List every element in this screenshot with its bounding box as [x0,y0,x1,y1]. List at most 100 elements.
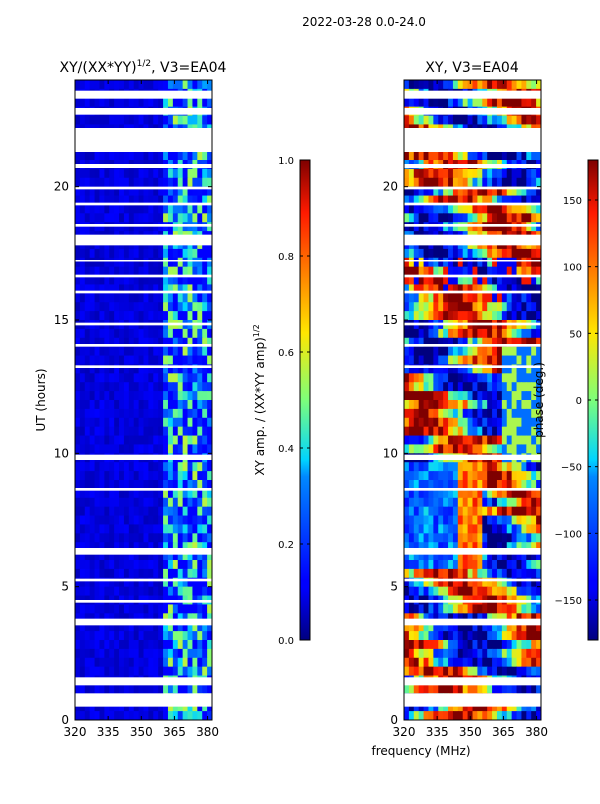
heatmap-cell [506,382,513,392]
heatmap-cell [467,328,474,339]
heatmap-cell [428,613,434,623]
heatmap-cell [526,648,532,659]
heatmap-cell [99,204,105,214]
heatmap-cell [207,408,212,419]
heatmap-cell [123,204,130,214]
heatmap-cell [526,622,532,632]
heatmap-cell [492,417,498,428]
heatmap-cell [119,524,125,534]
heatmap-cell [133,222,140,232]
heatmap-cell [123,346,130,357]
heatmap-cell [114,391,120,401]
heatmap-cell [413,524,420,534]
heatmap-cell [167,257,174,268]
heatmap-cell [177,373,184,383]
heatmap-cell [496,631,503,641]
heatmap-cell [182,462,189,472]
heatmap-cell [482,177,488,188]
heatmap-cell [521,640,527,650]
heatmap-cell [516,586,523,597]
heatmap-cell [75,426,81,437]
heatmap-cell [413,275,420,286]
heatmap-cell [177,426,184,437]
heatmap-cell [114,444,120,454]
heatmap-cell [202,337,208,348]
heatmap-cell [197,604,203,614]
heatmap-cell [192,195,198,206]
heatmap-cell [487,177,493,188]
heatmap-cell [462,417,469,428]
heatmap-cell [457,417,464,428]
heatmap-cell [482,222,488,232]
heatmap-cell [158,577,164,588]
heatmap-cell [133,613,140,623]
heatmap-cell [521,568,527,579]
heatmap-cell [148,613,154,623]
heatmap-cell [428,177,434,188]
heatmap-cell [143,266,149,277]
heatmap-cell [428,275,434,286]
heatmap-cell [109,551,115,561]
heatmap-cell [467,586,474,597]
heatmap-cell [182,648,189,659]
heatmap-cell [123,471,130,481]
heatmap-cell [482,648,488,659]
heatmap-cell [177,168,184,179]
heatmap-cell [423,640,430,650]
heatmap-cell [192,551,198,561]
heatmap-cell [89,275,96,286]
colorbar-tick-label: 0.6 [278,348,294,359]
heatmap-cell [123,604,130,614]
heatmap-cell [207,213,212,223]
heatmap-cell [492,186,498,197]
heatmap-cell [133,640,140,650]
heatmap-cell [172,382,179,392]
heatmap-cell [197,186,203,197]
heatmap-cell [531,177,537,188]
heatmap-cell [143,382,149,392]
heatmap-cell [128,80,135,90]
heatmap-cell [192,382,198,392]
heatmap-cell [492,355,498,366]
heatmap-cell [418,302,425,312]
heatmap-cell [138,417,145,428]
heatmap-cell [119,151,125,161]
heatmap-cell [153,195,159,206]
heatmap-cell [123,364,130,374]
heatmap-cell [433,613,439,623]
heatmap-cell [428,622,434,632]
heatmap-cell [128,568,135,579]
heatmap-cell [457,382,464,392]
heatmap-cell [75,577,81,588]
heatmap-cell [187,391,194,401]
heatmap-cell [187,248,194,259]
flagged-band [404,108,541,115]
heatmap-cell [99,480,105,490]
heatmap-cell [158,328,164,339]
heatmap-cell [467,177,474,188]
heatmap-cell [423,328,430,339]
heatmap-cell [462,373,469,383]
heatmap-cell [496,115,503,126]
heatmap-cell [202,497,208,508]
heatmap-cell [172,248,179,259]
heatmap-cell [99,622,105,632]
heatmap-cell [202,604,208,614]
heatmap-cell [79,177,86,188]
heatmap-cell [182,622,189,632]
heatmap-cell [472,248,478,259]
heatmap-cell [467,640,474,650]
heatmap-cell [138,293,145,303]
heatmap-cell [89,311,96,321]
heatmap-cell [114,168,120,179]
y-tick-label: 10 [383,446,398,460]
heatmap-cell [452,364,459,374]
heatmap-cell [423,648,430,659]
heatmap-cell [467,551,474,561]
heatmap-cell [119,702,125,712]
heatmap-cell [506,284,513,294]
heatmap-cell [123,524,130,534]
heatmap-cell [109,275,115,286]
heatmap-cell [207,622,212,632]
heatmap-cell [99,560,105,570]
